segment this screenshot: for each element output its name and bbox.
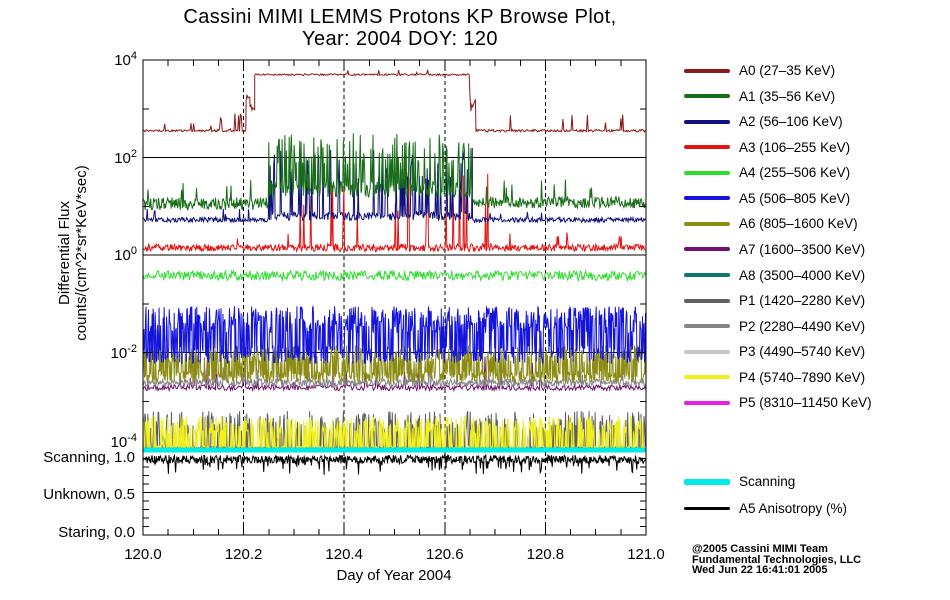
legend-item: A3 (106–255 KeV)	[684, 139, 850, 156]
legend-item-label: A7 (1600–3500 KeV)	[739, 241, 866, 257]
series-A4	[142, 268, 646, 283]
legend-swatch-line	[684, 324, 730, 329]
flux-tick-label: 102	[114, 147, 137, 167]
flux-tick-label: 10-4	[110, 432, 137, 451]
legend-item: A4 (255–506 KeV)	[684, 164, 850, 181]
x-tick-label: 120.4	[325, 546, 363, 563]
legend-item: A1 (35–56 KeV)	[684, 88, 835, 105]
flux-axis-label-line1: Differential Flux	[56, 201, 73, 305]
legend-item: P2 (2280–4490 KeV)	[684, 318, 865, 335]
legend-swatch-line	[684, 400, 730, 405]
legend-item: A5 Anisotropy (%)	[684, 500, 847, 517]
series-P4	[142, 414, 647, 451]
series-A3	[142, 170, 646, 254]
legend-swatch-line	[684, 196, 730, 201]
legend-item: P5 (8310–11450 KeV)	[684, 394, 872, 411]
legend-item: A8 (3500–4000 KeV)	[684, 267, 865, 284]
series-A7	[142, 355, 647, 393]
credit-line1: @2005 Cassini MIMI Team	[692, 543, 828, 555]
legend-item-label: A8 (3500–4000 KeV)	[739, 267, 866, 283]
credit-line3: Wed Jun 22 16:41:01 2005	[692, 564, 828, 576]
legend-item-label: A5 Anisotropy (%)	[739, 501, 848, 516]
legend-item-label: P4 (5740–7890 KeV)	[739, 369, 866, 385]
legend-swatch-line	[684, 273, 730, 278]
series-A2	[142, 147, 646, 224]
series-A5	[142, 304, 647, 366]
flux-tick-label: 100	[114, 245, 137, 264]
x-tick-label: 120.8	[526, 546, 565, 563]
credit-block: @2005 Cassini MIMI Team Fundamental Tech…	[692, 544, 861, 576]
legend-item: Scanning	[684, 473, 795, 490]
legend-swatch-line	[684, 145, 730, 150]
plot-title-line2: Year: 2004 DOY: 120	[302, 28, 498, 50]
x-tick-label: 121.0	[627, 546, 665, 563]
legend-item-label: P3 (4490–5740 KeV)	[739, 344, 866, 360]
series-A1	[142, 133, 646, 211]
legend-item: A5 (506–805 KeV)	[684, 190, 850, 207]
legend-item: P3 (4490–5740 KeV)	[684, 343, 865, 360]
legend-item-label: A5 (506–805 KeV)	[739, 190, 851, 206]
legend-swatch-line	[684, 94, 730, 99]
legend-swatch-line	[684, 478, 730, 485]
anisotropy-tick-label: Unknown, 0.5	[43, 485, 135, 503]
legend-item: A2 (56–106 KeV)	[684, 113, 843, 130]
series-anisotropy	[142, 453, 647, 475]
legend-item: A7 (1600–3500 KeV)	[684, 241, 865, 258]
legend-item: A6 (805–1600 KeV)	[684, 215, 858, 232]
legend-swatch-line	[684, 221, 730, 226]
x-axis-title: Day of Year 2004	[336, 567, 452, 584]
legend-item: P1 (1420–2280 KeV)	[684, 292, 865, 309]
legend-item-label: A1 (35–56 KeV)	[739, 88, 836, 104]
legend-item-label: A0 (27–35 KeV)	[739, 63, 836, 78]
legend-swatch-line	[684, 170, 730, 175]
anisotropy-tick-label: Staring, 0.0	[58, 524, 135, 541]
x-tick-label: 120.0	[124, 546, 162, 563]
x-tick-label: 120.2	[224, 546, 263, 563]
legend-item: A0 (27–35 KeV)	[684, 62, 835, 79]
legend-swatch-line	[684, 298, 730, 303]
legend-item: P4 (5740–7890 KeV)	[684, 369, 865, 386]
plot-title-line1: Cassini MIMI LEMMS Protons KP Browse Plo…	[183, 6, 617, 28]
legend-swatch-line	[684, 375, 730, 380]
series-A0	[142, 69, 646, 133]
legend-item-label: P2 (2280–4490 KeV)	[739, 318, 866, 334]
legend-item-label: Scanning	[739, 474, 796, 489]
anisotropy-tick-label: Scanning, 1.0	[43, 449, 135, 466]
plot-title: Cassini MIMI LEMMS Protons KP Browse Plo…	[95, 6, 705, 50]
legend-swatch-line	[684, 247, 730, 252]
legend-swatch-line	[684, 68, 730, 73]
legend-item-label: A4 (255–506 KeV)	[739, 165, 851, 181]
legend-item-label: A2 (56–106 KeV)	[739, 114, 843, 130]
legend-item-label: P1 (1420–2280 KeV)	[739, 293, 866, 309]
legend-item-label: A3 (106–255 KeV)	[739, 139, 851, 155]
series-A6	[142, 344, 647, 384]
legend-item-label: A6 (805–1600 KeV)	[739, 216, 858, 232]
x-tick-label: 120.6	[426, 546, 464, 563]
legend-swatch-line	[684, 507, 730, 510]
legend-swatch-line	[684, 349, 730, 354]
flux-tick-label: 104	[114, 50, 137, 69]
legend-swatch-line	[684, 119, 730, 124]
legend-item-label: P5 (8310–11450 KeV)	[739, 395, 872, 411]
flux-tick-label: 10-2	[110, 342, 137, 362]
credit-line2: Fundamental Technologies, LLC	[692, 553, 862, 566]
